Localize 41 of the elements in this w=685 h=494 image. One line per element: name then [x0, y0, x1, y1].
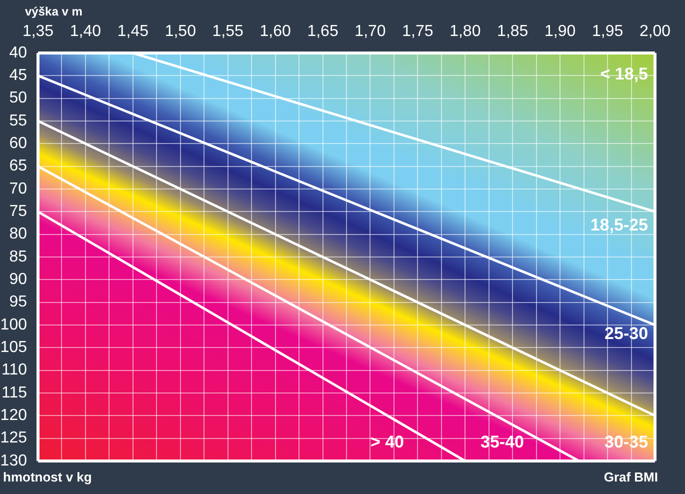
- x-axis-title: výška v m: [25, 4, 82, 18]
- y-tick-label: 105: [0, 339, 28, 356]
- y-tick-label: 65: [9, 158, 28, 175]
- x-tick-label: 1,70: [354, 22, 386, 40]
- text: Graf BMI: [604, 470, 658, 485]
- x-tick-label: 1,75: [402, 22, 434, 40]
- y-tick-label: 60: [9, 135, 28, 152]
- y-tick-label: 100: [0, 316, 28, 334]
- x-tick-label: 1,60: [260, 22, 291, 40]
- x-tick-label: 1,80: [450, 22, 481, 40]
- y-tick-label: 75: [9, 203, 28, 220]
- y-tick-label: 110: [1, 362, 28, 379]
- y-tick-label: 40: [9, 44, 28, 62]
- x-tick-label: 1,50: [164, 22, 196, 40]
- y-tick-label: 130: [0, 452, 28, 470]
- y-tick-label: 120: [0, 407, 28, 424]
- y-tick-label: 50: [9, 90, 28, 107]
- annotation: > 40: [370, 432, 404, 452]
- x-tick-label: 1,90: [544, 22, 576, 40]
- x-tick-label: 1,35: [22, 22, 54, 40]
- x-tick-label: 1,40: [70, 22, 102, 40]
- y-tick-label: 70: [9, 180, 28, 198]
- annotation: 25-30: [604, 324, 648, 343]
- y-tick-label: 80: [9, 226, 28, 243]
- annotation: 35-40: [480, 432, 524, 452]
- x-tick-label: 1,55: [212, 22, 244, 40]
- y-tick-label: 115: [1, 384, 28, 402]
- x-tick-label: 2,00: [639, 22, 671, 40]
- y-tick-label: 125: [0, 430, 28, 447]
- x-tick-label: 1,85: [497, 22, 528, 40]
- y-tick-label: 55: [9, 112, 28, 130]
- y-tick-label: 90: [9, 271, 28, 288]
- x-tick-label: 1,65: [307, 22, 338, 40]
- y-tick-label: 45: [9, 67, 28, 84]
- y-tick-label: 85: [9, 248, 28, 266]
- annotation: 18,5-25: [590, 216, 648, 235]
- annotation: < 18,5: [600, 64, 648, 84]
- x-tick-label: 1,45: [117, 22, 149, 40]
- y-tick-label: 95: [9, 294, 28, 311]
- y-axis-title: hmotnost v kg: [3, 470, 92, 485]
- x-tick-label: 1,95: [592, 22, 624, 40]
